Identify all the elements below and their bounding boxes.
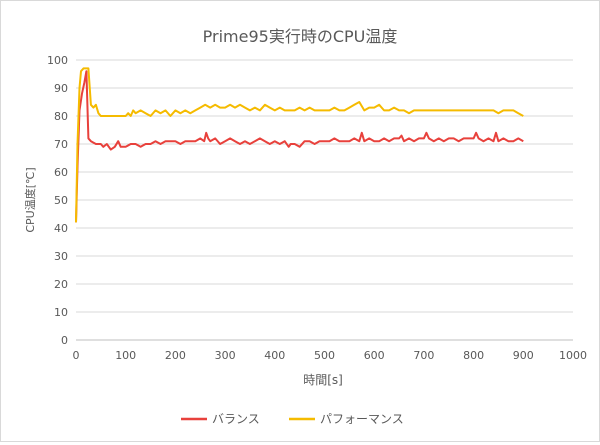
series-line xyxy=(75,70,524,223)
y-tick-label: 20 xyxy=(54,278,68,291)
x-tick-label: 600 xyxy=(364,349,385,362)
x-tick-labels: 0 100 200 300 400 500 600 700 800 900 1000 xyxy=(73,349,588,362)
y-tick-label: 70 xyxy=(54,138,68,151)
y-tick-label: 10 xyxy=(54,306,68,319)
x-tick-label: 100 xyxy=(115,349,136,362)
y-tick-label: 0 xyxy=(61,334,68,347)
x-axis-label: 時間[s] xyxy=(303,373,343,387)
x-tick-label: 800 xyxy=(463,349,484,362)
y-tick-label: 90 xyxy=(54,82,68,95)
series-lines xyxy=(75,67,524,223)
chart-title: Prime95実行時のCPU温度 xyxy=(203,27,398,46)
y-tick-label: 80 xyxy=(54,110,68,123)
x-tick-label: 400 xyxy=(264,349,285,362)
legend: バランス パフォーマンス xyxy=(181,412,404,426)
y-axis-label: CPU温度[℃] xyxy=(23,167,37,232)
x-tick-label: 0 xyxy=(73,349,80,362)
series-line xyxy=(75,67,524,223)
legend-label: パフォーマンス xyxy=(320,412,404,426)
x-tick-label: 900 xyxy=(513,349,534,362)
y-tick-label: 40 xyxy=(54,222,68,235)
x-tick-label: 1000 xyxy=(559,349,587,362)
y-tick-label: 60 xyxy=(54,166,68,179)
x-tick-label: 700 xyxy=(413,349,434,362)
y-tick-label: 50 xyxy=(54,194,68,207)
y-tick-label: 100 xyxy=(47,54,68,67)
x-tick-label: 300 xyxy=(215,349,236,362)
y-tick-labels: 0 10 20 30 40 50 60 70 80 90 100 xyxy=(47,54,68,347)
gridlines xyxy=(76,59,573,341)
x-tick-label: 200 xyxy=(165,349,186,362)
y-tick-label: 30 xyxy=(54,250,68,263)
legend-label: バランス xyxy=(212,412,260,426)
x-tick-label: 500 xyxy=(314,349,335,362)
